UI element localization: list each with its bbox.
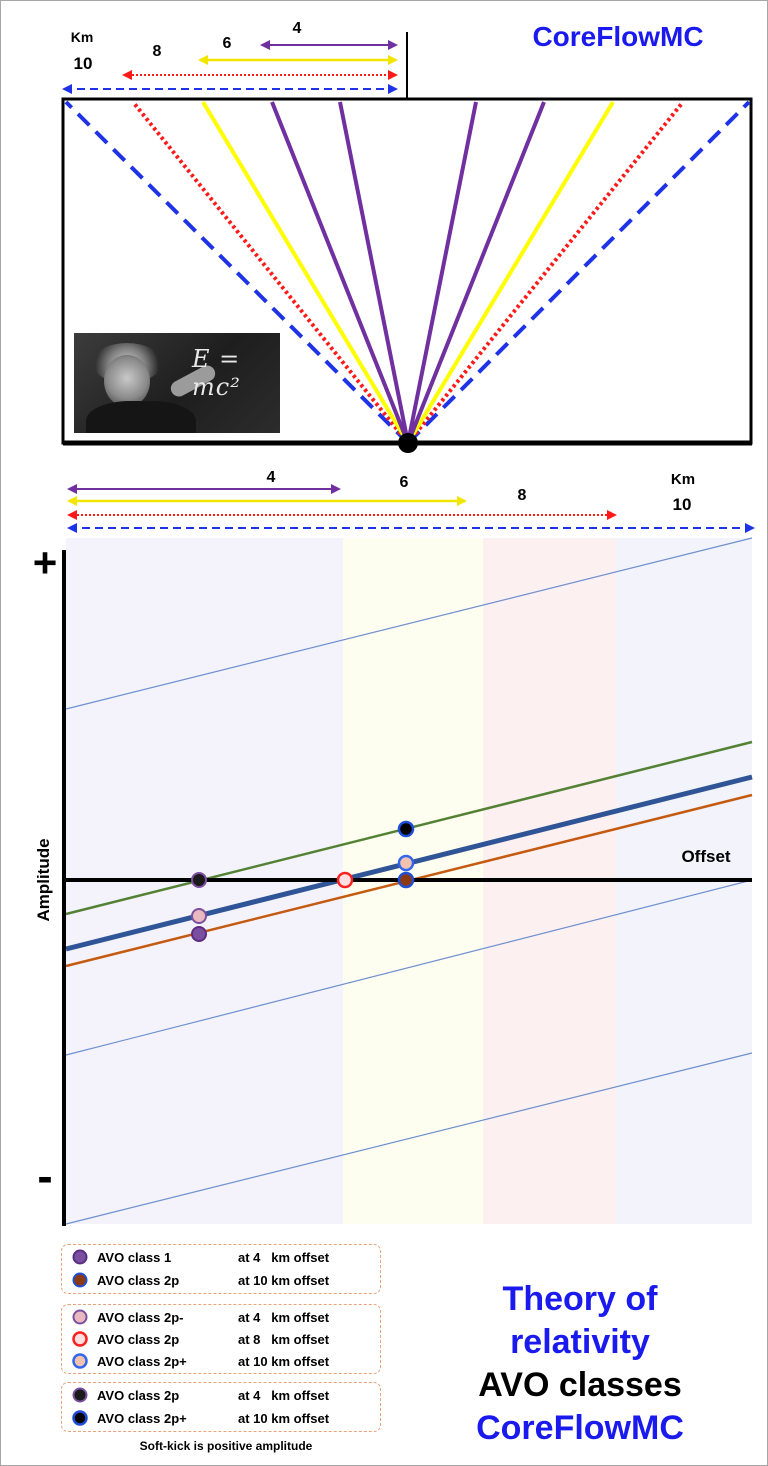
minus-sign: - bbox=[37, 1150, 52, 1202]
top-scale-label-10: 10 bbox=[74, 54, 93, 73]
ray-10km-left bbox=[64, 100, 410, 445]
legend-marker-class2p-plus-10km-light bbox=[72, 1353, 88, 1369]
point-class2p-plus-10km-light bbox=[397, 854, 415, 872]
point-class1-4km bbox=[191, 926, 207, 942]
legend-offset-class2p-4km: at 4 km offset bbox=[238, 1388, 330, 1403]
brand-top: CoreFlowMC bbox=[532, 21, 703, 52]
legend-marker-class2p-4km bbox=[72, 1387, 88, 1403]
bottom-scale-label-10: 10 bbox=[673, 495, 692, 514]
ray-6km-right bbox=[406, 100, 615, 445]
legend-offset-class1-4km: at 4 km offset bbox=[238, 1250, 330, 1265]
top-scale-label-8: 8 bbox=[153, 43, 162, 60]
legend-label-class2p-minus-4km: AVO class 2p- bbox=[97, 1310, 183, 1325]
title-line-3: AVO classes bbox=[478, 1366, 682, 1404]
ray-10km-right bbox=[406, 100, 751, 445]
ray-4km-right-outer bbox=[406, 101, 546, 444]
title-line-1: Theory of bbox=[502, 1280, 658, 1318]
legend-label-class2p-10km: AVO class 2p bbox=[97, 1273, 179, 1288]
point-class2p-8km bbox=[336, 871, 354, 889]
reflection-point bbox=[398, 433, 418, 453]
offset-scale: 4 6 8 Km 10 bbox=[67, 469, 755, 533]
legend-label-class2p-plus-10km-dark: AVO class 2p+ bbox=[97, 1411, 187, 1426]
bottom-scale-label-8: 8 bbox=[518, 487, 527, 504]
bottom-scale-label-4: 4 bbox=[267, 469, 276, 486]
photo-head-shape bbox=[104, 355, 150, 407]
photo-body-shape bbox=[86, 401, 196, 433]
offset-label: Offset bbox=[681, 847, 730, 866]
title-line-4: CoreFlowMC bbox=[476, 1409, 684, 1447]
point-class2p-10km bbox=[397, 871, 415, 889]
ray-fan-diagram: Km 10 8 6 4 CoreFlowMC bbox=[61, 20, 753, 453]
point-class2p-minus-4km bbox=[191, 908, 207, 924]
ray-6km-left bbox=[201, 100, 410, 445]
avo-chart: + - Amplitude Offset bbox=[33, 537, 753, 1226]
legend-marker-class2p-minus-4km bbox=[72, 1309, 88, 1325]
ray-8km-right bbox=[406, 100, 685, 445]
point-class2p-plus-10km-dark bbox=[397, 820, 415, 838]
legend-group-1-box bbox=[61, 1244, 381, 1294]
ray-4km-left-outer bbox=[270, 101, 410, 444]
legend-offset-class2p-plus-10km-light: at 10 km offset bbox=[238, 1354, 330, 1369]
title-block: Theory of relativity AVO classes CoreFlo… bbox=[420, 1278, 740, 1450]
legend-group-2-box bbox=[61, 1304, 381, 1374]
ray-4km-right-inner bbox=[406, 101, 478, 444]
amplitude-label: Amplitude bbox=[34, 838, 53, 921]
scientist-photo: E = mc² bbox=[74, 333, 280, 433]
legend-note: Soft-kick is positive amplitude bbox=[140, 1439, 313, 1453]
title-line-2: relativity bbox=[510, 1323, 650, 1361]
top-scale-unit: Km bbox=[71, 29, 94, 45]
guide-line-lower-2 bbox=[65, 1052, 753, 1225]
legend-marker-class2p-plus-10km-dark bbox=[72, 1410, 88, 1426]
legend-marker-class2p-10km bbox=[72, 1272, 88, 1288]
top-scale-label-6: 6 bbox=[223, 35, 232, 52]
ray-8km-left bbox=[131, 100, 410, 445]
plus-sign: + bbox=[33, 539, 58, 586]
legend-offset-class2p-plus-10km-dark: at 10 km offset bbox=[238, 1411, 330, 1426]
legend-label-class2p-plus-10km-light: AVO class 2p+ bbox=[97, 1354, 187, 1369]
legend-offset-class2p-minus-4km: at 4 km offset bbox=[238, 1310, 330, 1325]
legend-label-class1-4km: AVO class 1 bbox=[97, 1250, 171, 1265]
legend-marker-class1-4km bbox=[72, 1249, 88, 1265]
legend-label-class2p-4km: AVO class 2p bbox=[97, 1388, 179, 1403]
legend-group-3-box bbox=[61, 1382, 381, 1432]
bottom-scale-unit: Km bbox=[671, 471, 695, 488]
legend: AVO class 1 at 4 km offset AVO class 2p … bbox=[72, 1249, 330, 1453]
ray-4km-left-inner bbox=[338, 101, 410, 444]
guide-line-lower-1 bbox=[65, 879, 753, 1056]
point-class2p-4km bbox=[191, 872, 207, 888]
legend-marker-class2p-8km bbox=[72, 1331, 88, 1347]
legend-offset-class2p-10km: at 10 km offset bbox=[238, 1273, 330, 1288]
legend-offset-class2p-8km: at 8 km offset bbox=[238, 1332, 330, 1347]
legend-label-class2p-8km: AVO class 2p bbox=[97, 1332, 179, 1347]
top-scale-label-4: 4 bbox=[293, 20, 302, 37]
bottom-scale-label-6: 6 bbox=[400, 474, 409, 491]
guide-line-upper bbox=[65, 537, 753, 710]
chalkboard-formula: E = mc² bbox=[192, 345, 241, 401]
